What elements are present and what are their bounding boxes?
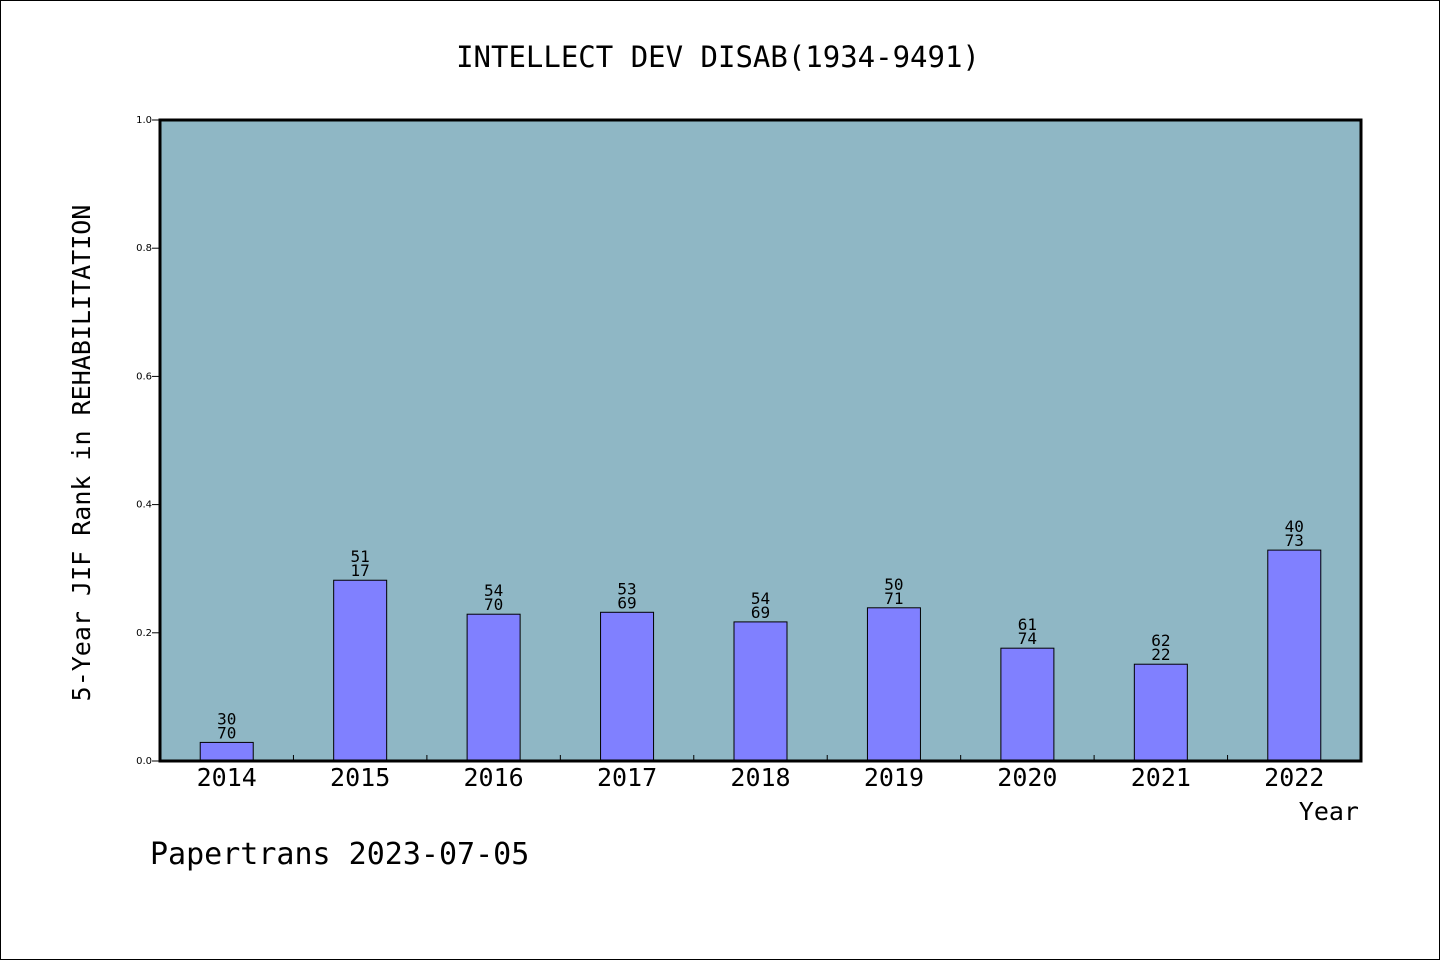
x-tick-label: 2022	[1264, 763, 1324, 792]
chart-title: INTELLECT DEV DISAB(1934-9491)	[456, 40, 980, 74]
bar-data-label: 70	[217, 723, 236, 742]
y-axis-ticks: 0.0 0.2 0.4 0.6 0.8 1.0	[136, 115, 160, 767]
x-axis-ticks: 2014 2015 2016 2017 2018 2019 2020 2021 2022	[197, 755, 1324, 792]
x-tick-label: 2015	[330, 763, 390, 792]
bar-2015	[333, 579, 388, 762]
bar-data-label: 40	[1285, 517, 1304, 536]
bar-data-label: 70	[484, 595, 503, 614]
plot-border	[158, 118, 1363, 763]
bar-data-label: 54	[484, 581, 503, 600]
y-tick-label: 0.4	[136, 500, 152, 511]
x-tick-label: 2021	[1131, 763, 1191, 792]
bar-data-label: 71	[884, 589, 903, 608]
x-tick-label: 2014	[197, 763, 257, 792]
bar-data-label: 50	[884, 575, 903, 594]
bar-data-label: 22	[1151, 645, 1170, 664]
x-tick-label: 2020	[997, 763, 1057, 792]
bar-2014	[199, 741, 254, 762]
bar-2021	[1133, 663, 1188, 762]
bar-data-label: 62	[1151, 631, 1170, 650]
bar-data-label: 30	[217, 709, 236, 728]
bars-group	[199, 549, 1322, 762]
bar-2020	[1000, 647, 1055, 762]
bar-data-label: 73	[1285, 531, 1304, 550]
y-tick-label: 0.8	[136, 243, 152, 254]
y-tick-label: 0.6	[136, 371, 152, 382]
x-tick-label: 2019	[864, 763, 924, 792]
x-axis-label: Year	[1299, 797, 1359, 826]
bar-data-label: 17	[351, 561, 370, 580]
y-tick-label: 0.2	[136, 628, 152, 639]
x-tick-label: 2017	[597, 763, 657, 792]
bar-data-label: 69	[617, 593, 636, 612]
bar-2017	[600, 611, 655, 762]
y-tick-label: 1.0	[136, 115, 152, 126]
bar-data-label: 51	[351, 547, 370, 566]
bar-2016	[466, 613, 521, 762]
footer-watermark: Papertrans 2023-07-05	[150, 837, 529, 872]
x-tick-label: 2018	[730, 763, 790, 792]
y-tick-label: 0.0	[136, 756, 152, 767]
bar-2019	[866, 607, 921, 762]
bar-2022	[1267, 549, 1322, 762]
bar-data-label: 61	[1018, 615, 1037, 634]
y-axis-label: 5-Year JIF Rank in REHABILITATION	[67, 205, 96, 702]
bar-data-label: 53	[617, 579, 636, 598]
bar-2018	[733, 621, 788, 762]
bar-data-label: 54	[751, 589, 770, 608]
x-tick-label: 2016	[464, 763, 524, 792]
bar-data-label: 74	[1018, 629, 1037, 648]
bar-data-label: 69	[751, 603, 770, 622]
